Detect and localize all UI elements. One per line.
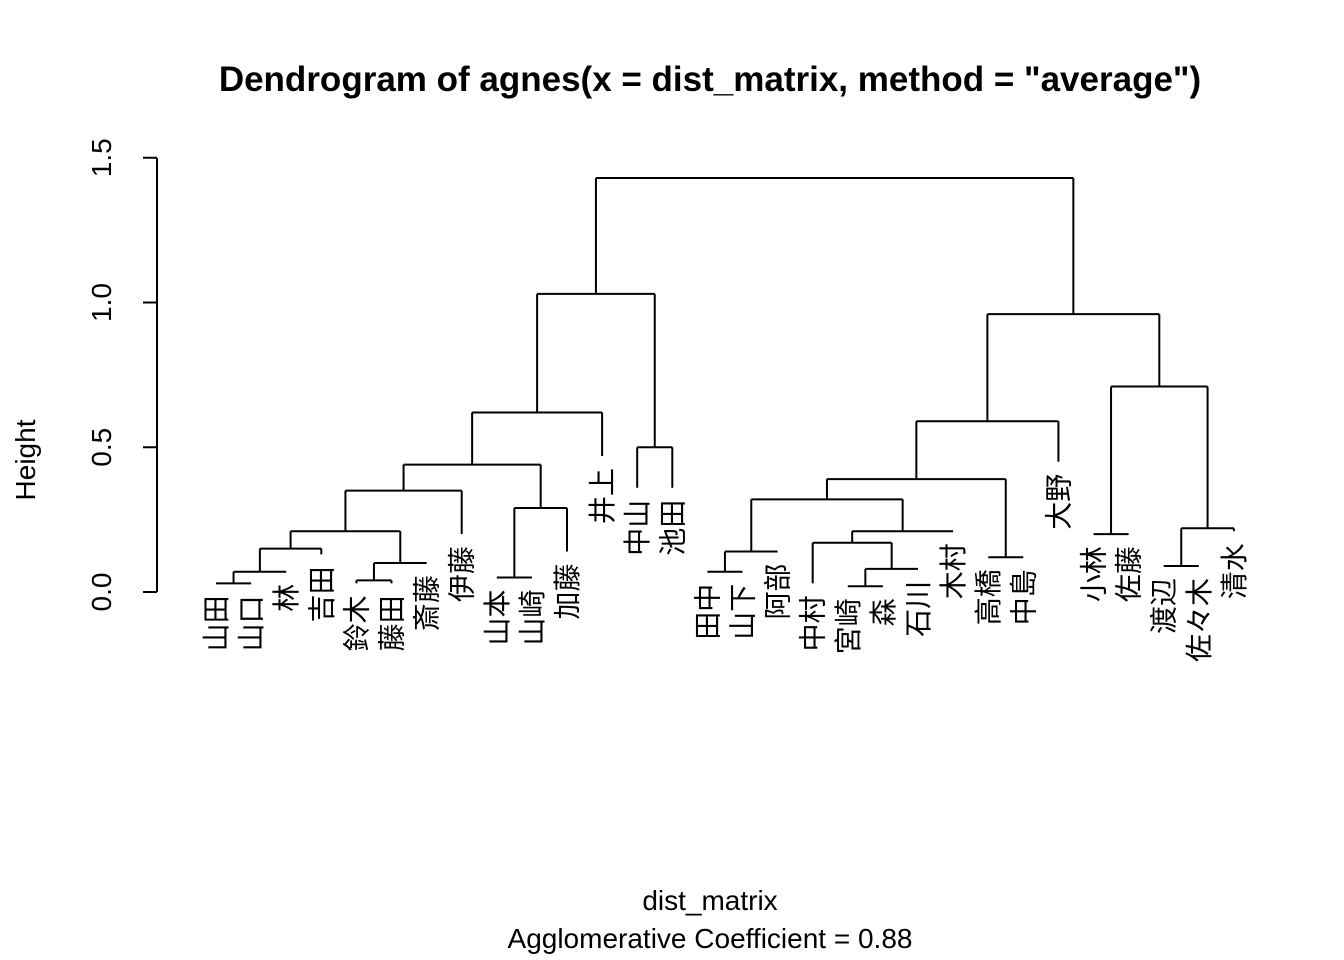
leaf-label: 佐藤 — [1113, 546, 1146, 602]
leaf-label: 宮崎 — [832, 598, 865, 654]
leaf-label: 伊藤 — [446, 546, 479, 602]
leaf-label: 林 — [270, 584, 303, 612]
leaf-label: 中山 — [621, 500, 654, 556]
leaf-label: 山本 — [481, 590, 514, 646]
leaf-label: 藤田 — [376, 595, 409, 651]
leaf-label: 中村 — [797, 595, 830, 651]
x-axis-label: dist_matrix — [642, 885, 777, 916]
leaf-label: 田中 — [691, 584, 724, 640]
leaf-label: 井上 — [586, 468, 619, 524]
leaf-label: 山田 — [200, 595, 233, 651]
leaf-label: 小林 — [1078, 546, 1111, 602]
y-tick-label: 0.5 — [86, 428, 117, 467]
leaf-label: 斎藤 — [411, 575, 444, 631]
y-axis-label: Height — [10, 419, 41, 500]
y-tick-label: 1.0 — [86, 283, 117, 322]
leaf-label: 森 — [867, 598, 900, 626]
leaf-label: 吉田 — [305, 566, 338, 622]
y-tick-label: 1.5 — [86, 138, 117, 177]
y-tick-label: 0.0 — [86, 573, 117, 612]
leaf-label: 高橋 — [972, 569, 1005, 625]
leaf-label: 池田 — [656, 500, 689, 556]
dendrogram-links — [216, 177, 1235, 588]
y-axis: 0.0 0.5 1.0 1.5 — [86, 138, 158, 612]
leaf-label: 山下 — [727, 584, 760, 640]
leaf-label: 山口 — [235, 595, 268, 651]
leaf-label: 渡辺 — [1148, 578, 1181, 634]
leaf-label: 鈴木 — [340, 595, 373, 651]
leaf-label: 山崎 — [516, 590, 549, 646]
leaf-labels: 山田 山口林吉田鈴木 藤田 斎藤伊藤山本 山崎 加藤井上中山 池田田中 山下 阿部中村 宮崎森石川… — [200, 468, 1251, 662]
leaf-label: 大野 — [1042, 474, 1075, 530]
leaf-label: 木村 — [937, 543, 970, 599]
agglomerative-coefficient-label: Agglomerative Coefficient = 0.88 — [508, 923, 913, 954]
leaf-label: 加藤 — [551, 563, 584, 619]
chart-title: Dendrogram of agnes(x = dist_matrix, met… — [219, 60, 1201, 99]
leaf-label: 中島 — [1007, 569, 1040, 625]
leaf-label: 清水 — [1218, 543, 1251, 599]
leaf-label: 石川 — [902, 581, 935, 637]
leaf-label: 阿部 — [762, 563, 795, 619]
leaf-label: 佐々木 — [1183, 578, 1216, 662]
